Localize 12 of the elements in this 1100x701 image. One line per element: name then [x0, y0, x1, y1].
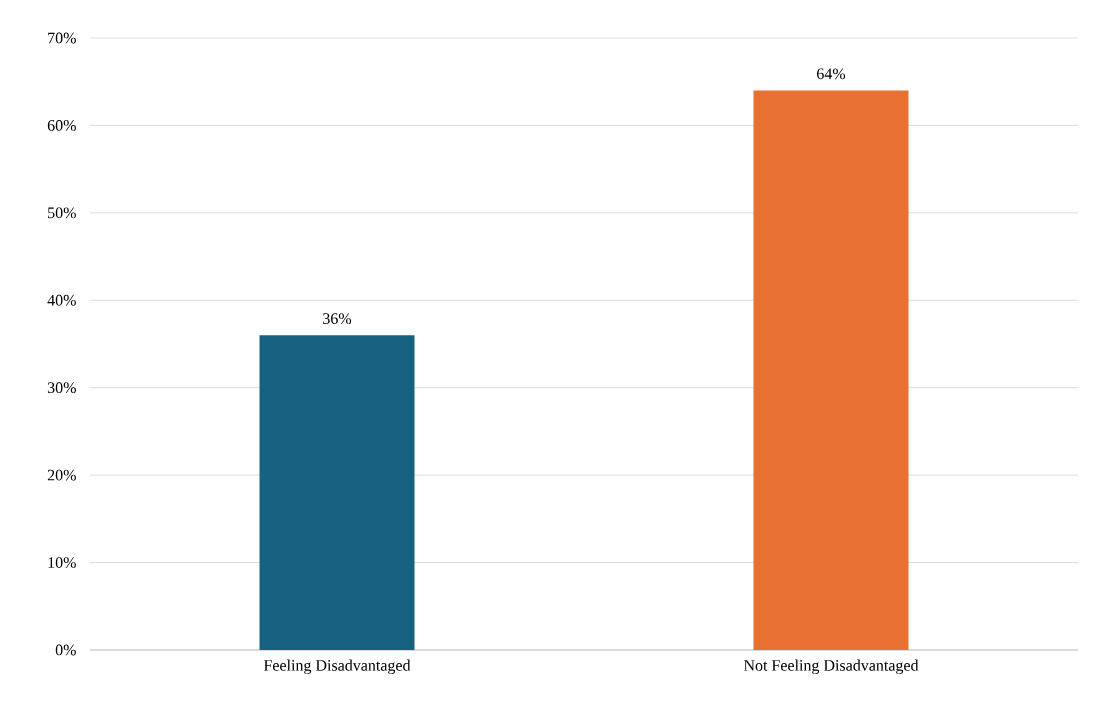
y-tick-label: 60% — [47, 120, 76, 131]
y-tick-label: 20% — [47, 469, 76, 481]
y-tick-label: 50% — [48, 207, 76, 219]
data-label: 36% — [323, 313, 352, 325]
x-tick-label: Not Feeling Disadvantaged — [743, 659, 919, 675]
y-tick-label: 40% — [47, 294, 76, 306]
y-tick-label: 10% — [48, 557, 76, 568]
data-label: 64% — [817, 68, 846, 80]
y-tick-label: 30% — [47, 382, 76, 394]
y-tick-label: 0% — [55, 644, 76, 656]
x-tick-label: Feeling Disadvantaged — [263, 659, 411, 675]
y-tick-label: 70% — [48, 32, 76, 44]
